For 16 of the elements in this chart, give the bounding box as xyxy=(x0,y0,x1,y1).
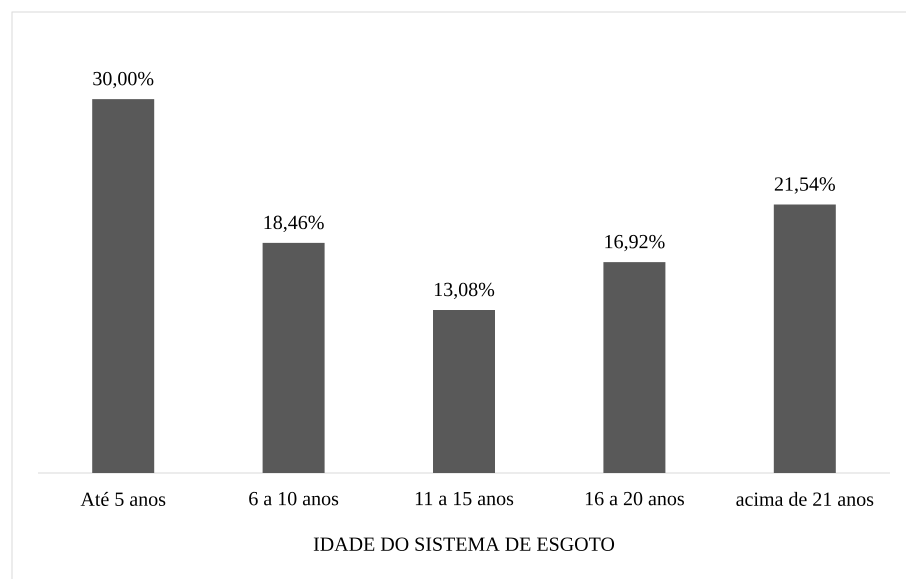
data-label: 30,00% xyxy=(93,72,154,88)
data-label: 13,08% xyxy=(434,282,494,300)
bar xyxy=(433,310,496,473)
data-label: 18,46% xyxy=(264,216,324,232)
data-label: 21,54% xyxy=(774,177,835,194)
bar xyxy=(774,204,836,473)
data-label: 16,92% xyxy=(605,234,665,252)
bar xyxy=(262,242,325,473)
x-axis-title: IDADE DO SISTEMA DE ESGOTO xyxy=(314,537,614,551)
x-tick-label: acima de 21 anos xyxy=(736,492,874,506)
x-tick-label: Até 5 anos xyxy=(80,492,166,506)
bar xyxy=(92,99,154,473)
bar xyxy=(603,262,666,473)
x-tick-label: 11 a 15 anos xyxy=(416,492,514,506)
x-tick-label: 6 a 10 anos xyxy=(249,492,338,506)
x-tick-label: 16 a 20 anos xyxy=(586,492,684,506)
